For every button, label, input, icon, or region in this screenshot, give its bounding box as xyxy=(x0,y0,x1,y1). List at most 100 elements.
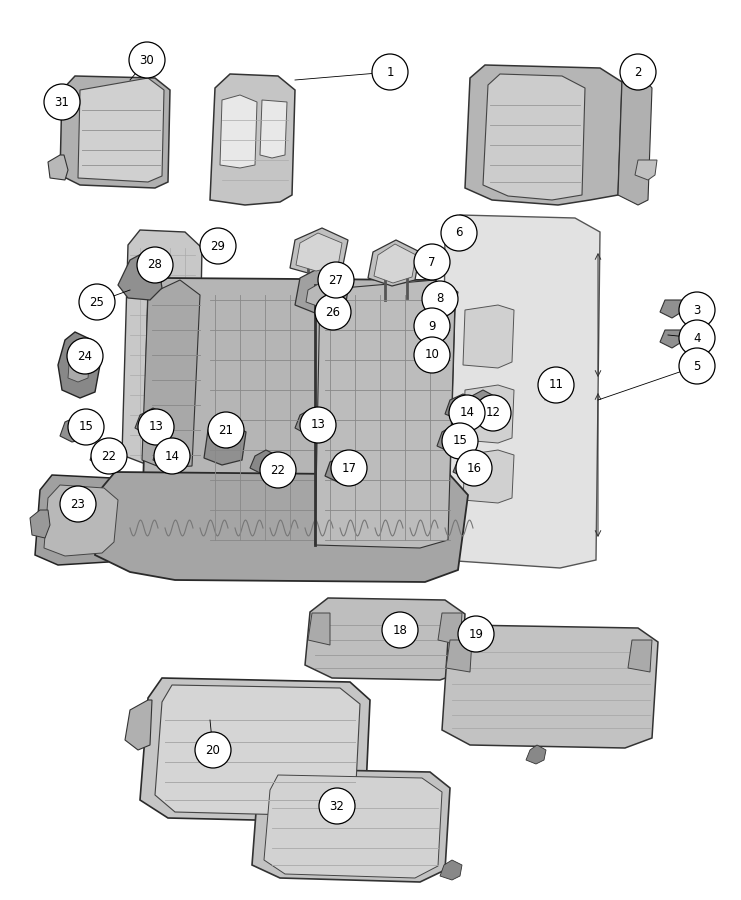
Circle shape xyxy=(456,450,492,486)
Text: 28: 28 xyxy=(147,258,162,272)
Text: 12: 12 xyxy=(485,407,500,419)
Text: 11: 11 xyxy=(548,379,563,392)
Polygon shape xyxy=(58,332,100,398)
Text: 15: 15 xyxy=(79,420,93,434)
Circle shape xyxy=(538,367,574,403)
Circle shape xyxy=(382,612,418,648)
Polygon shape xyxy=(425,283,458,316)
Polygon shape xyxy=(438,613,462,645)
Polygon shape xyxy=(463,305,514,368)
Polygon shape xyxy=(78,78,164,182)
Text: 13: 13 xyxy=(310,418,325,431)
Text: 30: 30 xyxy=(139,53,154,67)
Polygon shape xyxy=(35,475,128,565)
Polygon shape xyxy=(295,408,328,435)
Polygon shape xyxy=(60,416,90,442)
Circle shape xyxy=(319,788,355,824)
Polygon shape xyxy=(325,454,363,484)
Text: 20: 20 xyxy=(205,743,220,757)
Circle shape xyxy=(414,308,450,344)
Polygon shape xyxy=(122,230,202,468)
Polygon shape xyxy=(462,390,498,420)
Text: 32: 32 xyxy=(330,799,345,813)
Circle shape xyxy=(60,486,96,522)
Polygon shape xyxy=(140,678,370,822)
Circle shape xyxy=(315,294,351,330)
Text: 23: 23 xyxy=(70,498,85,510)
Polygon shape xyxy=(453,454,482,478)
Polygon shape xyxy=(44,485,118,556)
Text: 27: 27 xyxy=(328,274,344,286)
Polygon shape xyxy=(295,265,350,315)
Polygon shape xyxy=(155,685,360,816)
Circle shape xyxy=(449,395,485,431)
Circle shape xyxy=(442,423,478,459)
Polygon shape xyxy=(204,422,246,465)
Polygon shape xyxy=(95,472,468,582)
Polygon shape xyxy=(210,74,295,205)
Circle shape xyxy=(195,732,231,768)
Circle shape xyxy=(372,54,408,90)
Circle shape xyxy=(68,409,104,445)
Circle shape xyxy=(154,438,190,474)
Polygon shape xyxy=(30,510,50,538)
Polygon shape xyxy=(264,775,442,878)
Polygon shape xyxy=(252,769,450,882)
Text: 17: 17 xyxy=(342,462,356,474)
Polygon shape xyxy=(526,745,546,764)
Polygon shape xyxy=(142,280,200,468)
Circle shape xyxy=(331,450,367,486)
Polygon shape xyxy=(142,278,455,548)
Text: 1: 1 xyxy=(386,66,393,78)
Polygon shape xyxy=(446,640,472,672)
Polygon shape xyxy=(437,425,467,452)
Text: 2: 2 xyxy=(634,66,642,78)
Circle shape xyxy=(137,247,173,283)
Circle shape xyxy=(620,54,656,90)
Polygon shape xyxy=(135,408,168,435)
Text: 22: 22 xyxy=(270,464,285,476)
Circle shape xyxy=(414,337,450,373)
Text: 6: 6 xyxy=(455,227,462,239)
Text: 14: 14 xyxy=(459,407,474,419)
Polygon shape xyxy=(465,65,622,205)
Polygon shape xyxy=(463,450,514,503)
Circle shape xyxy=(679,320,715,356)
Text: 25: 25 xyxy=(90,295,104,309)
Polygon shape xyxy=(220,95,257,168)
Polygon shape xyxy=(445,394,476,420)
Polygon shape xyxy=(118,252,162,300)
Polygon shape xyxy=(305,598,465,680)
Circle shape xyxy=(475,395,511,431)
Text: 9: 9 xyxy=(428,320,436,332)
Circle shape xyxy=(44,84,80,120)
Polygon shape xyxy=(463,385,514,443)
Polygon shape xyxy=(296,233,342,271)
Text: 10: 10 xyxy=(425,348,439,362)
Polygon shape xyxy=(368,240,420,286)
Text: 29: 29 xyxy=(210,239,225,253)
Text: 19: 19 xyxy=(468,627,483,641)
Text: 14: 14 xyxy=(165,449,179,463)
Circle shape xyxy=(458,616,494,652)
Polygon shape xyxy=(660,330,682,348)
Text: 31: 31 xyxy=(55,95,70,109)
Polygon shape xyxy=(483,74,585,200)
Circle shape xyxy=(200,228,236,264)
Circle shape xyxy=(679,292,715,328)
Polygon shape xyxy=(48,155,68,180)
Circle shape xyxy=(441,215,477,251)
Text: 5: 5 xyxy=(694,359,701,373)
Circle shape xyxy=(208,412,244,448)
Circle shape xyxy=(300,407,336,443)
Polygon shape xyxy=(290,228,348,275)
Polygon shape xyxy=(306,283,336,307)
Circle shape xyxy=(260,452,296,488)
Text: 21: 21 xyxy=(219,424,233,436)
Polygon shape xyxy=(250,450,278,474)
Circle shape xyxy=(91,438,127,474)
Polygon shape xyxy=(125,700,152,750)
Polygon shape xyxy=(60,76,170,188)
Polygon shape xyxy=(315,280,455,548)
Text: 16: 16 xyxy=(467,462,482,474)
